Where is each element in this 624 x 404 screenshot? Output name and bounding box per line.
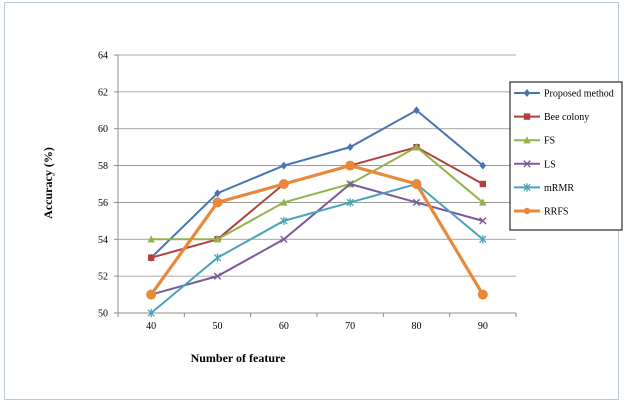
y-tick-labels: 50 52 54 56 58 60 62 64 xyxy=(98,51,108,320)
series-line xyxy=(151,145,484,241)
x-tick-label: 80 xyxy=(412,321,422,332)
data-point xyxy=(147,235,155,243)
legend-swatch-marker xyxy=(523,136,531,144)
series-mrmr xyxy=(147,179,487,318)
y-tick-label: 62 xyxy=(98,87,108,98)
legend-label: LS xyxy=(544,159,556,170)
legend-swatch-marker xyxy=(523,113,531,120)
y-tick-label: 56 xyxy=(98,198,108,209)
data-point xyxy=(346,143,354,152)
data-point xyxy=(213,272,222,280)
data-point xyxy=(214,189,221,198)
data-point xyxy=(213,253,222,262)
legend: Proposed method Bee colony FS LS mRMR RRFS xyxy=(509,81,623,231)
data-point xyxy=(346,198,354,207)
data-point xyxy=(278,179,289,189)
legend-label: mRMR xyxy=(544,183,574,194)
marker-stroke xyxy=(412,198,421,207)
data-point xyxy=(413,106,420,115)
y-tick-label: 52 xyxy=(98,272,108,283)
data-point xyxy=(280,161,288,170)
legend-label: Proposed method xyxy=(544,89,614,100)
data-point xyxy=(479,198,487,206)
legend-entry: Proposed method xyxy=(514,89,614,100)
data-point xyxy=(411,179,422,189)
legend-box xyxy=(509,81,623,231)
gridlines xyxy=(118,54,516,277)
y-axis-label: Accuracy (%) xyxy=(41,147,55,219)
data-point xyxy=(345,160,356,171)
data-point xyxy=(479,161,487,170)
legend-swatch-marker xyxy=(523,207,531,215)
legend-entry: LS xyxy=(514,159,556,170)
data-point xyxy=(213,235,222,243)
marker-stroke xyxy=(280,235,288,243)
legend-swatch-marker xyxy=(523,160,531,168)
series-line xyxy=(150,182,484,314)
data-point xyxy=(147,308,155,318)
data-point xyxy=(280,198,288,206)
x-axis-label: Number of feature xyxy=(191,351,287,365)
marker-stroke xyxy=(346,180,354,188)
data-point xyxy=(479,235,487,244)
axes xyxy=(114,54,517,317)
x-tick-label: 70 xyxy=(345,321,355,332)
legend-entry: RRFS xyxy=(514,207,568,218)
x-tick-labels: 40 50 60 70 80 90 xyxy=(146,321,488,332)
data-point xyxy=(280,235,288,243)
series-line xyxy=(150,109,484,259)
x-tick-label: 50 xyxy=(213,321,223,332)
x-tick-label: 40 xyxy=(146,321,156,332)
legend-label: Bee colony xyxy=(544,112,589,123)
data-point xyxy=(477,289,488,300)
x-tick-label: 60 xyxy=(279,321,289,332)
marker-stroke xyxy=(479,217,487,225)
series-line xyxy=(149,163,485,296)
y-tick-label: 60 xyxy=(98,124,108,135)
data-point xyxy=(412,143,421,151)
legend-entry: mRMR xyxy=(514,183,574,194)
x-tick-label: 90 xyxy=(478,321,488,332)
data-point xyxy=(346,180,354,188)
data-point xyxy=(479,217,487,225)
y-tick-label: 54 xyxy=(98,235,108,246)
y-tick-label: 50 xyxy=(98,309,108,320)
legend-label: FS xyxy=(544,136,555,147)
data-point xyxy=(146,289,157,300)
data-point xyxy=(479,180,487,188)
legend-swatch-marker xyxy=(523,89,531,97)
y-tick-label: 58 xyxy=(98,161,108,172)
series-rrfs xyxy=(146,160,488,300)
data-point xyxy=(412,198,421,207)
legend-entry: Bee colony xyxy=(514,112,589,123)
series-layer xyxy=(146,106,488,318)
data-point xyxy=(212,197,223,208)
marker-stroke xyxy=(213,272,222,280)
y-tick-label: 64 xyxy=(98,51,108,62)
legend-swatch-marker xyxy=(523,183,531,192)
marker-stroke xyxy=(523,160,531,168)
legend-entry: FS xyxy=(514,136,555,147)
data-point xyxy=(280,216,288,226)
legend-label: RRFS xyxy=(544,207,568,218)
data-point xyxy=(147,254,155,261)
